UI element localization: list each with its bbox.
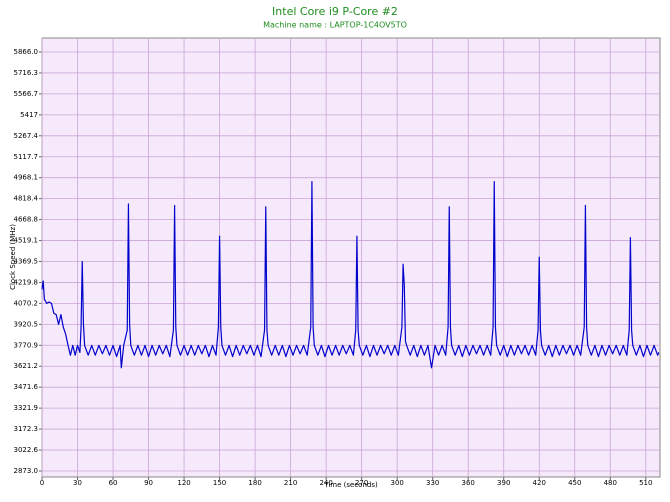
- y-tick-label: 3022.6: [14, 446, 39, 454]
- x-tick-label: 90: [144, 479, 153, 487]
- data-line: [41, 181, 660, 369]
- x-tick-label: 180: [248, 479, 261, 487]
- x-tick-label: 420: [533, 479, 546, 487]
- y-tick-label: 4818.4: [14, 195, 39, 203]
- y-tick-label: 4968.1: [14, 174, 39, 182]
- x-tick-label: 60: [109, 479, 118, 487]
- y-tick-label: 4070.2: [14, 299, 39, 307]
- y-tick-label: 4219.8: [14, 278, 39, 286]
- y-tick-label: 5117.7: [14, 153, 39, 161]
- y-tick-label: 3621.2: [14, 362, 39, 370]
- y-tick-label: 3172.3: [14, 425, 39, 433]
- y-tick-label: 5267.4: [14, 132, 39, 140]
- y-axis-label: Clock Speed (MHz): [9, 224, 17, 290]
- plot-area: [41, 37, 661, 478]
- chart-title: Intel Core i9 P-Core #2: [272, 5, 398, 18]
- x-tick-label: 480: [604, 479, 617, 487]
- y-tick-label: 4519.1: [14, 237, 39, 245]
- x-tick-label: 390: [497, 479, 510, 487]
- chart-subtitle: Machine name : LAPTOP-1C4OV5TO: [263, 21, 407, 30]
- y-tick-label: 4369.5: [14, 257, 39, 265]
- x-tick-label: 120: [177, 479, 190, 487]
- x-axis-label: Time (seconds): [323, 481, 378, 489]
- y-tick-label: 2873.0: [14, 467, 39, 475]
- y-tick-label: 5417: [20, 111, 38, 119]
- y-tick-label: 3770.9: [14, 341, 39, 349]
- y-tick-label: 5566.7: [14, 90, 39, 98]
- y-tick-label: 5716.3: [14, 69, 39, 77]
- x-tick-label: 30: [73, 479, 82, 487]
- y-tick-label: 4668.8: [14, 216, 39, 224]
- y-tick-label: 3321.9: [14, 404, 39, 412]
- x-tick-label: 450: [568, 479, 581, 487]
- x-tick-label: 0: [40, 479, 44, 487]
- x-tick-label: 360: [462, 479, 475, 487]
- x-tick-label: 150: [213, 479, 226, 487]
- x-tick-label: 240: [319, 479, 332, 487]
- x-tick-label: 300: [390, 479, 403, 487]
- x-tick-label: 210: [284, 479, 297, 487]
- x-tick-label: 330: [426, 479, 439, 487]
- y-tick-label: 3471.6: [14, 383, 39, 391]
- y-tick-label: 3920.5: [14, 320, 39, 328]
- x-tick-label: 510: [639, 479, 652, 487]
- y-tick-label: 5866.0: [14, 48, 39, 56]
- x-tick-label: 270: [355, 479, 368, 487]
